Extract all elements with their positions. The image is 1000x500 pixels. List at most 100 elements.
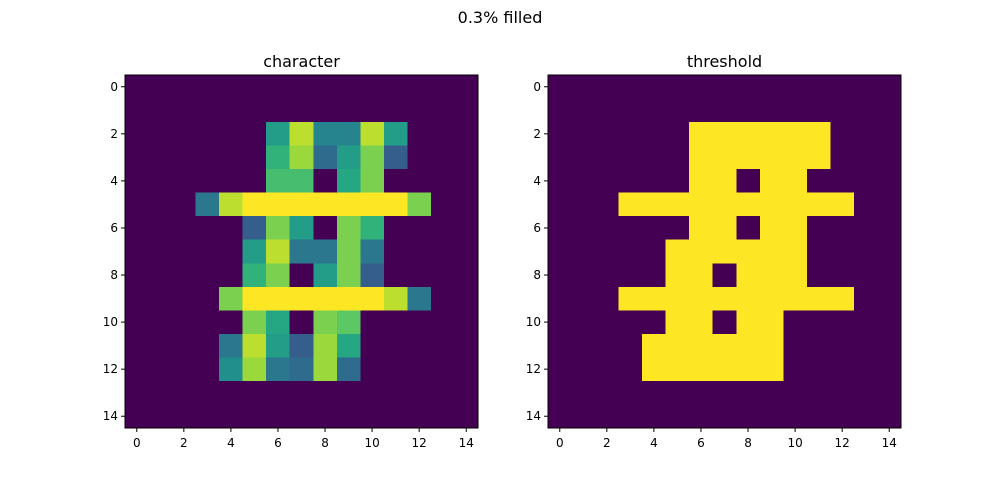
heatmap-cell xyxy=(172,310,197,335)
heatmap-cell xyxy=(266,192,291,217)
heatmap-cell xyxy=(783,239,808,264)
heatmap-cell xyxy=(806,122,831,147)
heatmap-cell xyxy=(407,75,432,100)
heatmap-cell xyxy=(759,169,784,194)
x-tick-label: 10 xyxy=(364,436,379,450)
heatmap-cell xyxy=(783,169,808,194)
heatmap-cell xyxy=(407,380,432,405)
heatmap-cell xyxy=(148,216,173,241)
heatmap-cell xyxy=(830,75,855,100)
heatmap-cell xyxy=(830,357,855,382)
heatmap-cell xyxy=(548,333,573,358)
heatmap-cell xyxy=(806,357,831,382)
heatmap-cell xyxy=(571,357,596,382)
heatmap-cell xyxy=(618,122,643,147)
heatmap-cell xyxy=(759,98,784,123)
heatmap-cell xyxy=(242,286,267,311)
heatmap-cell xyxy=(877,216,902,241)
heatmap-cell xyxy=(430,192,455,217)
heatmap-cell xyxy=(454,98,479,123)
heatmap-cell xyxy=(195,310,220,335)
heatmap-cell xyxy=(336,404,361,429)
heatmap-cell xyxy=(877,310,902,335)
heatmap-cell xyxy=(665,239,690,264)
heatmap-cell xyxy=(595,263,620,288)
x-tick-label: 0 xyxy=(133,436,141,450)
heatmap-cell xyxy=(336,192,361,217)
heatmap-cell xyxy=(266,216,291,241)
heatmap-cell xyxy=(642,333,667,358)
heatmap-cell xyxy=(430,310,455,335)
heatmap-cell xyxy=(407,216,432,241)
heatmap-cell xyxy=(266,145,291,170)
heatmap-cell xyxy=(806,310,831,335)
heatmap-cell xyxy=(806,380,831,405)
heatmap-cell xyxy=(736,286,761,311)
heatmap-cell xyxy=(853,75,878,100)
heatmap-cell xyxy=(806,192,831,217)
heatmap-cell xyxy=(712,239,737,264)
heatmap-cell xyxy=(783,380,808,405)
y-tick-label: 10 xyxy=(526,315,541,329)
heatmap-cell xyxy=(712,380,737,405)
heatmap-cell xyxy=(360,98,385,123)
heatmap-cell xyxy=(172,357,197,382)
heatmap-cell xyxy=(618,239,643,264)
x-tick-label: 8 xyxy=(744,436,752,450)
heatmap-cell xyxy=(383,216,408,241)
heatmap-cell xyxy=(806,239,831,264)
heatmap-cell xyxy=(336,380,361,405)
heatmap-cell xyxy=(642,98,667,123)
heatmap-cell xyxy=(383,122,408,147)
heatmap-cell xyxy=(313,75,338,100)
heatmap-cell xyxy=(853,263,878,288)
y-tick-label: 0 xyxy=(110,80,118,94)
heatmap-cell xyxy=(595,169,620,194)
heatmap-cell xyxy=(877,357,902,382)
heatmap-cell xyxy=(336,286,361,311)
heatmap-cell xyxy=(853,98,878,123)
heatmap-cell xyxy=(618,357,643,382)
heatmap-cell xyxy=(219,263,244,288)
y-tick-label: 8 xyxy=(533,268,541,282)
x-tick-label: 4 xyxy=(650,436,658,450)
heatmap-cell xyxy=(219,333,244,358)
heatmap-cell xyxy=(806,333,831,358)
heatmap-cell xyxy=(618,75,643,100)
heatmap-cell xyxy=(454,216,479,241)
heatmap-cell xyxy=(407,357,432,382)
heatmap-cell xyxy=(665,333,690,358)
heatmap-cell xyxy=(712,98,737,123)
y-tick-label: 12 xyxy=(103,362,118,376)
heatmap-cell xyxy=(313,98,338,123)
heatmap-cell xyxy=(242,216,267,241)
heatmap-cell xyxy=(148,357,173,382)
heatmap-cell xyxy=(853,192,878,217)
heatmap-cell xyxy=(830,192,855,217)
heatmap-cell xyxy=(219,239,244,264)
heatmap-cell xyxy=(195,239,220,264)
heatmap-cell xyxy=(783,145,808,170)
heatmap-cell xyxy=(383,333,408,358)
heatmap-cell xyxy=(383,263,408,288)
heatmap-cell xyxy=(266,263,291,288)
heatmap-cell xyxy=(407,333,432,358)
heatmap-cell xyxy=(618,404,643,429)
y-tick-label: 4 xyxy=(533,174,541,188)
heatmap-cell xyxy=(313,380,338,405)
heatmap-cell xyxy=(618,333,643,358)
panel-character: character 0 2 4 6 8 10 12 14 0 2 4 6 8 10 12 14 xyxy=(103,52,479,450)
heatmap-cell xyxy=(125,192,150,217)
heatmap-cell xyxy=(383,310,408,335)
heatmap-cell xyxy=(430,145,455,170)
heatmap-cell xyxy=(689,169,714,194)
heatmap-cell xyxy=(830,333,855,358)
heatmap-cell xyxy=(125,169,150,194)
heatmap-cell xyxy=(289,286,314,311)
heatmap-cell xyxy=(689,263,714,288)
heatmap-cell xyxy=(242,192,267,217)
heatmap-cell xyxy=(242,239,267,264)
x-tick-label: 12 xyxy=(412,436,427,450)
heatmap-cell xyxy=(430,216,455,241)
heatmap-cell xyxy=(595,357,620,382)
